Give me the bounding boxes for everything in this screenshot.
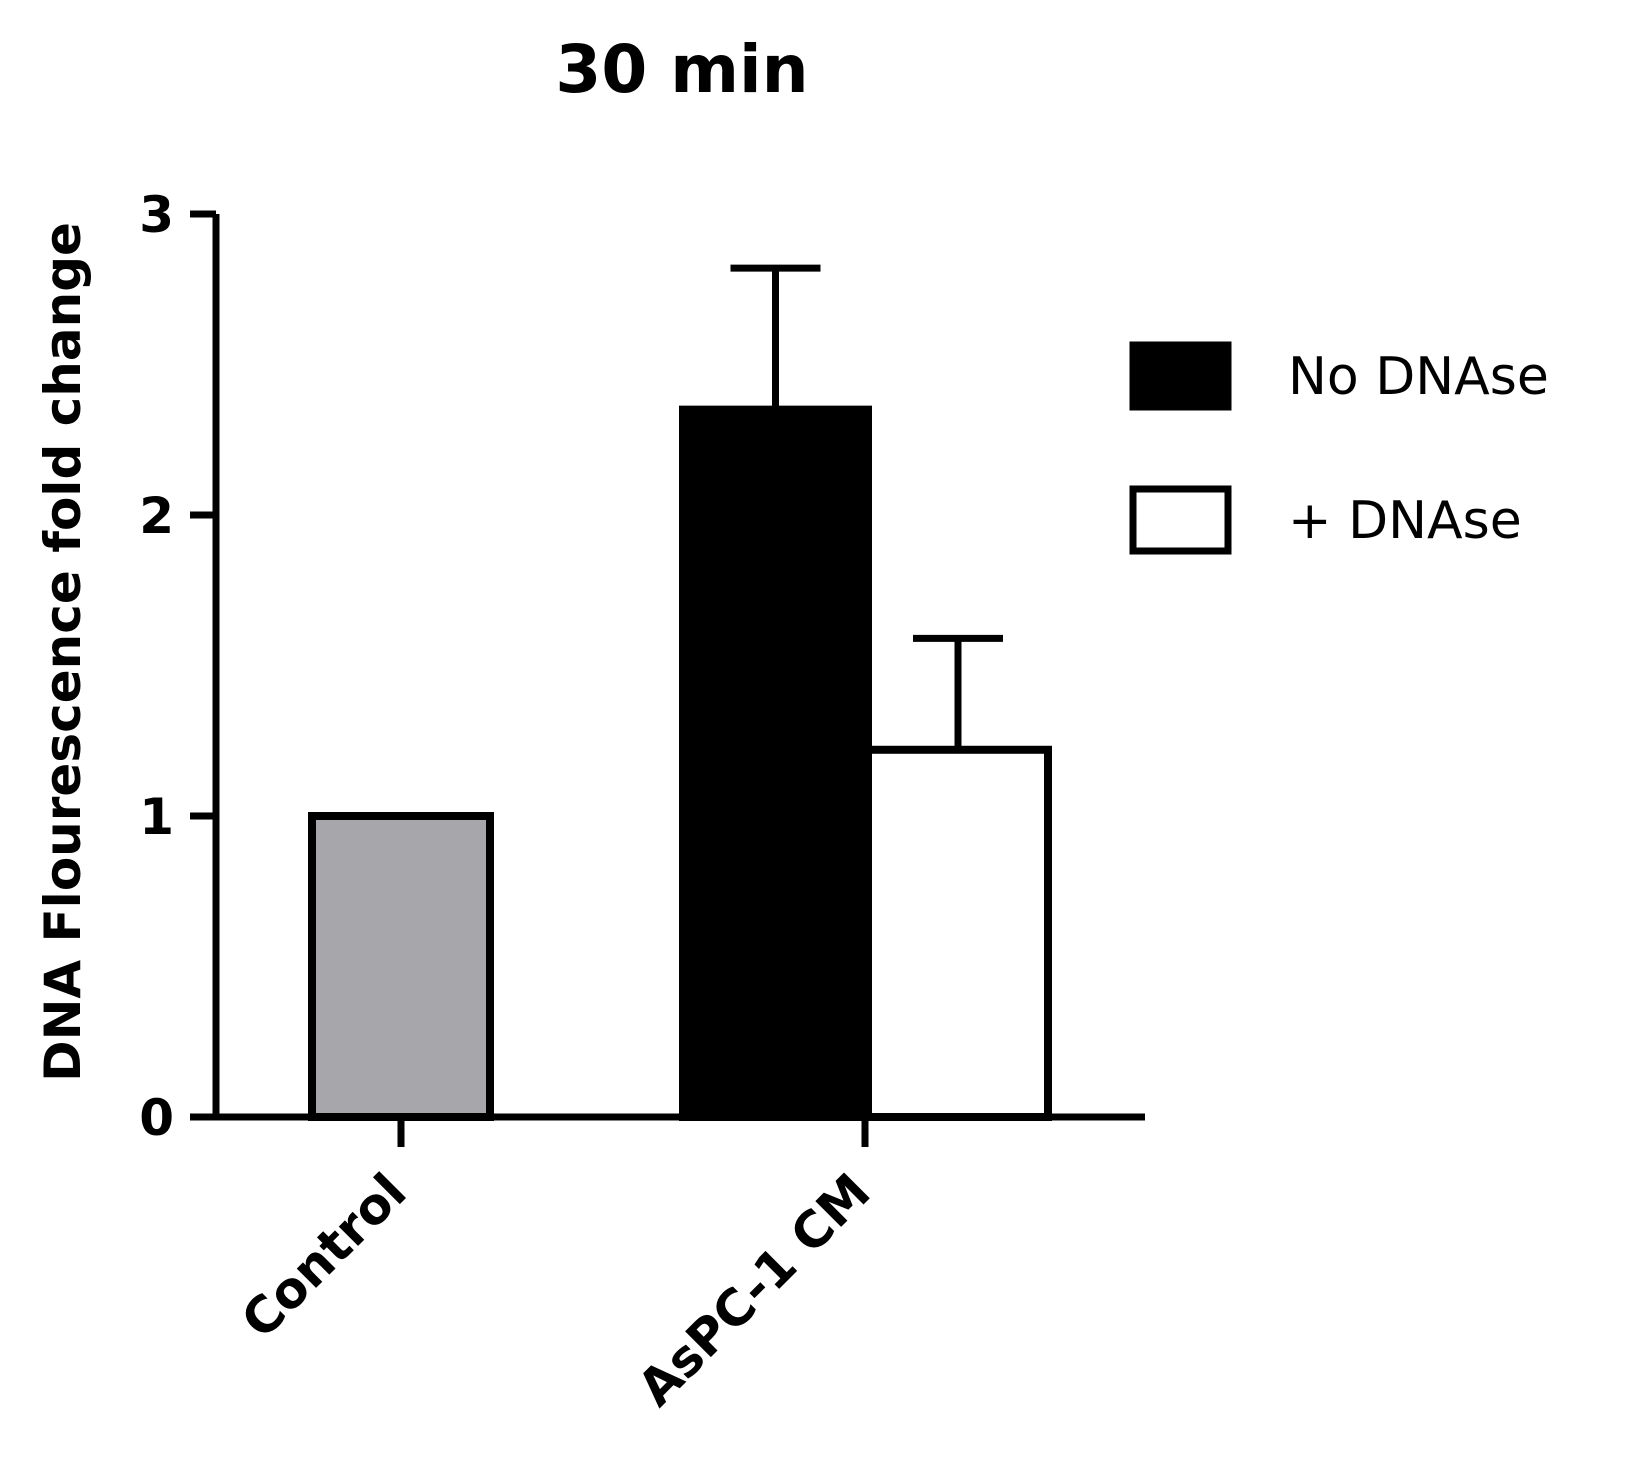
x-ticks: Control AsPC-1 CM [230,1117,881,1417]
legend-swatch [1129,341,1232,411]
legend-label: No DNAse [1288,347,1549,407]
y-axis-label: DNA Flourescence fold change [34,222,92,1082]
legend-label: + DNAse [1288,491,1522,551]
y-tick-label: 2 [139,487,174,545]
chart-title: 30 min [555,31,808,108]
legend: No DNAse + DNAse [1129,341,1549,555]
y-ticks: 0 1 2 3 [139,186,216,1147]
bar-2 [679,405,872,1121]
bar-1 [308,812,494,1121]
y-tick-label: 3 [139,186,174,244]
y-tick-label: 1 [139,788,174,846]
bar-3 [864,745,1052,1122]
bars [308,405,1052,1122]
x-tick-label: Control [230,1162,417,1349]
legend-swatch [1129,485,1232,555]
y-tick-label: 0 [139,1089,174,1147]
x-tick-label: AsPC-1 CM [627,1162,882,1417]
error-bars [730,264,1003,750]
